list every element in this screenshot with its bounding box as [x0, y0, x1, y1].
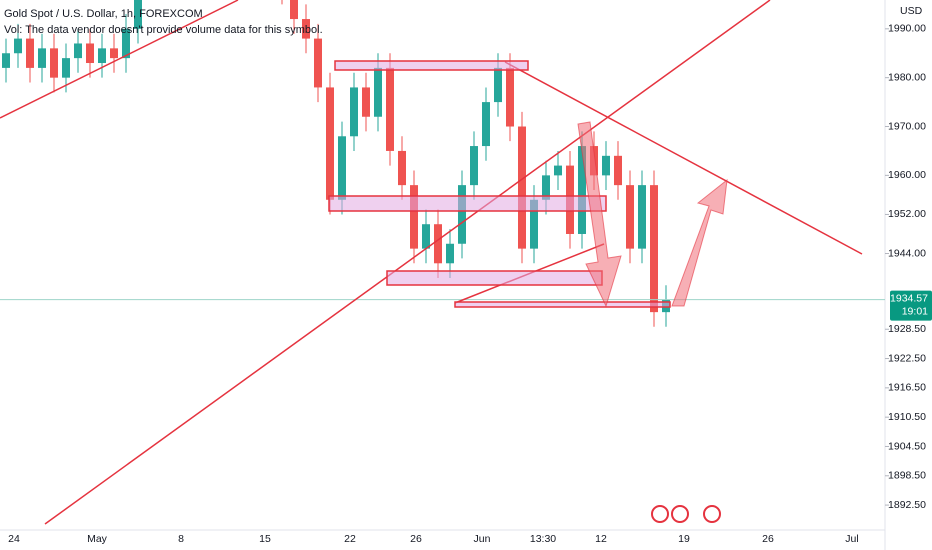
candle-body [314, 38, 322, 88]
candle-body [494, 67, 502, 103]
candle-body [338, 136, 346, 200]
candle-body [302, 19, 310, 39]
x-tick-label: 19 [678, 533, 690, 545]
event-icon [703, 505, 721, 523]
trend-line [0, 0, 239, 119]
candle-body [386, 67, 394, 151]
candle-body [98, 48, 106, 64]
candle-body [482, 102, 490, 147]
x-tick-label: 26 [410, 533, 422, 545]
candle-body [362, 87, 370, 117]
zone [386, 270, 603, 286]
last-price-box [890, 290, 932, 321]
currency: USD [900, 5, 923, 17]
drawings [0, 0, 885, 525]
zone [328, 195, 607, 212]
y-tick-label: 1952.00 [888, 208, 926, 220]
x-tick-label: Jun [474, 533, 491, 545]
candle-body [518, 126, 526, 249]
y-tick-label: 1898.50 [888, 470, 926, 482]
candle-body [74, 43, 82, 59]
title: Gold Spot / U.S. Dollar, 1h, FOREXCOM [4, 8, 203, 20]
x-tick-label: 8 [178, 533, 184, 545]
arrow-down [577, 121, 622, 308]
y-tick-label: 1892.50 [888, 499, 926, 511]
candle-body [410, 185, 418, 249]
candle-body [470, 146, 478, 186]
subtitle: Vol: The data vendor doesn't provide vol… [4, 24, 323, 36]
candle-body [602, 155, 610, 176]
trend-line [504, 61, 863, 255]
candle-body [638, 185, 646, 249]
candle-body [506, 67, 514, 127]
x-tick-label: Jul [845, 533, 858, 545]
arrow-up [671, 178, 728, 307]
y-tick-label: 1928.50 [888, 323, 926, 335]
candle-body [422, 224, 430, 249]
candle-body [290, 0, 298, 20]
trend-line [44, 0, 771, 525]
event-icons [651, 505, 721, 523]
zone [334, 60, 529, 71]
y-tick-label: 1970.00 [888, 120, 926, 132]
y-tick-label: 1980.00 [888, 71, 926, 83]
candle-body [530, 199, 538, 249]
candles [2, 0, 670, 327]
candle-body [650, 185, 658, 313]
candle-body [26, 38, 34, 68]
candle-body [50, 48, 58, 78]
candle-body [110, 48, 118, 59]
candle-body [458, 185, 466, 244]
countdown: 19:01 [902, 305, 928, 317]
candle-body [62, 58, 70, 78]
y-tick-label: 1916.50 [888, 382, 926, 394]
candle-body [14, 38, 22, 54]
x-tick-label: 22 [344, 533, 356, 545]
candle-body [134, 0, 142, 29]
y-tick-label: 1910.50 [888, 411, 926, 423]
y-tick-label: 1944.00 [888, 247, 926, 259]
y-tick-label: 1990.00 [888, 23, 926, 35]
candle-body [554, 165, 562, 176]
event-icon [651, 505, 669, 523]
y-tick-label: 1960.00 [888, 169, 926, 181]
x-tick-label: 24 [8, 533, 20, 545]
x-tick-label: 15 [259, 533, 271, 545]
candle-body [578, 146, 586, 234]
candle-body [398, 150, 406, 186]
x-tick-label: 26 [762, 533, 774, 545]
x-tick-label: May [87, 533, 108, 545]
x-tick-label: 12 [595, 533, 607, 545]
candle-body [626, 185, 634, 249]
x-tick-label: 13:30 [530, 533, 556, 545]
candle-body [374, 67, 382, 117]
candle-body [542, 175, 550, 200]
candle-body [614, 155, 622, 186]
event-icon [671, 505, 689, 523]
candle-body [38, 48, 46, 68]
candle-body [434, 224, 442, 264]
last-price-label: 1934.57 [890, 292, 928, 304]
candle-body [2, 53, 10, 68]
candle-body [326, 87, 334, 200]
candle-body [122, 28, 130, 59]
zone [454, 301, 671, 308]
y-tick-label: 1904.50 [888, 440, 926, 452]
y-tick-label: 1922.50 [888, 352, 926, 364]
candle-body [86, 43, 94, 64]
candle-body [446, 243, 454, 264]
candle-body [350, 87, 358, 137]
